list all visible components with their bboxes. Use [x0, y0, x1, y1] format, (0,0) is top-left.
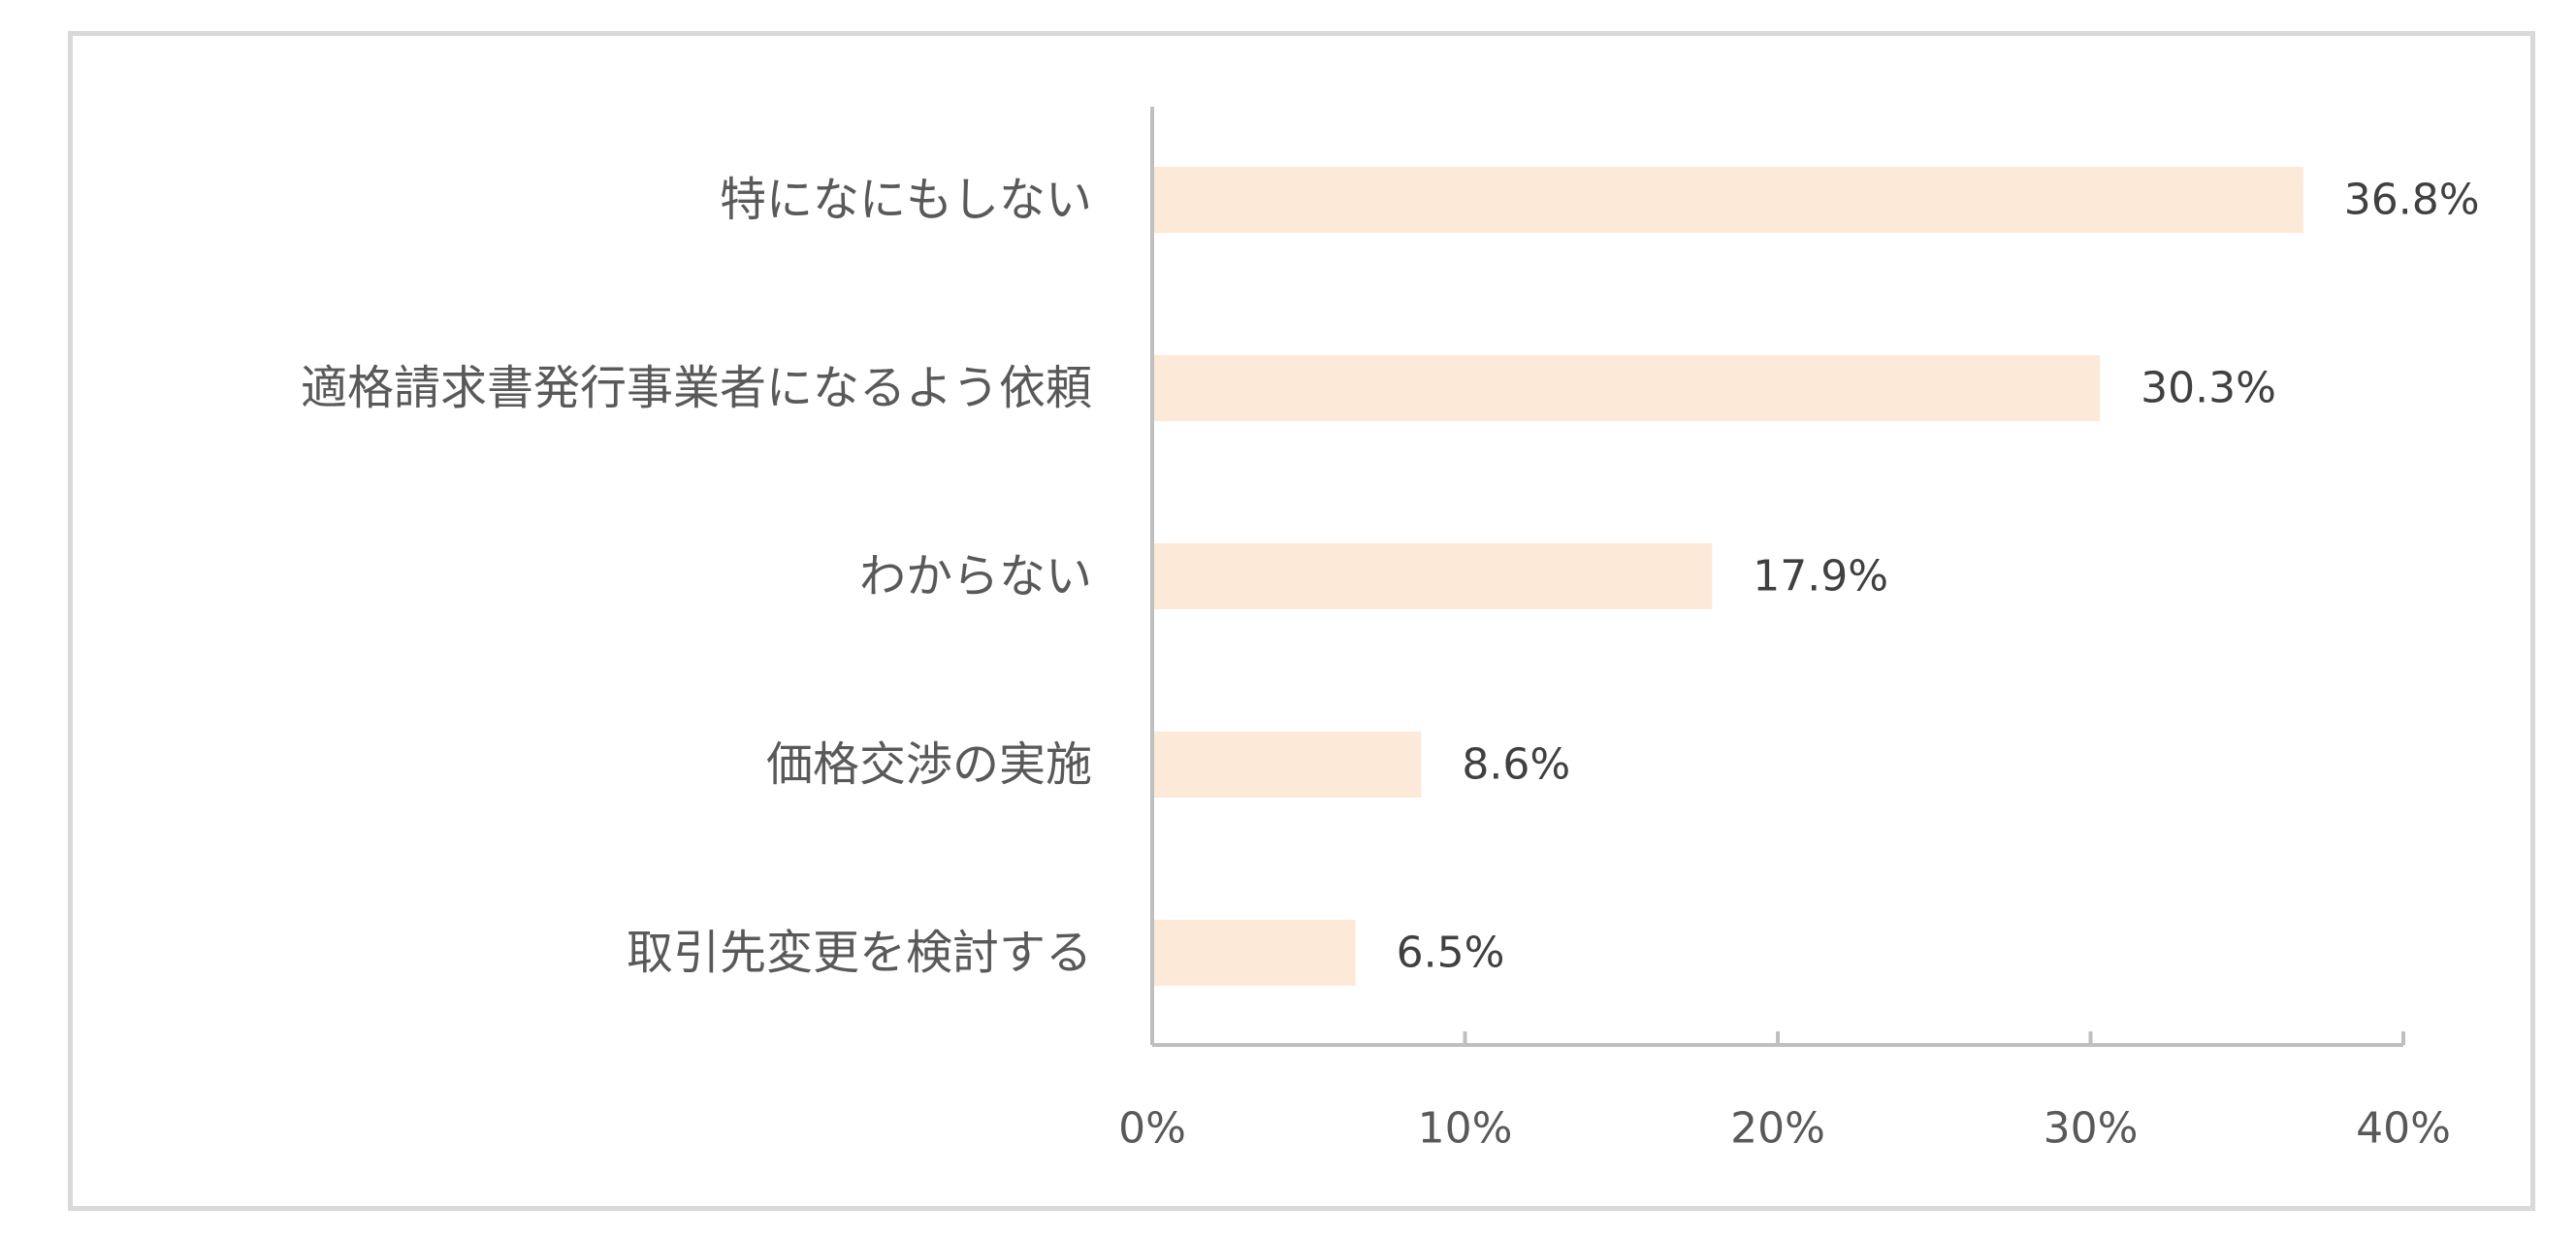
value-label-2: 17.9% — [1753, 552, 1888, 602]
value-label-3: 8.6% — [1462, 740, 1570, 790]
bar-2 — [1152, 543, 1713, 609]
x-tick-label-4: 40% — [2356, 1104, 2451, 1154]
x-tick-label-3: 30% — [2044, 1104, 2139, 1154]
x-tick-label-0: 0% — [1118, 1104, 1186, 1154]
bars-layer — [1152, 167, 2303, 986]
category-label-4: 取引先変更を検討する — [627, 926, 1092, 980]
axis-layer — [1150, 107, 2405, 1047]
bar-0 — [1152, 167, 2303, 233]
category-label-0: 特になにもしない — [720, 173, 1092, 227]
bar-3 — [1152, 732, 1422, 798]
value-label-0: 36.8% — [2344, 176, 2480, 225]
value-label-4: 6.5% — [1397, 929, 1505, 978]
x-tick-label-1: 10% — [1418, 1104, 1513, 1154]
labels-layer: 特になにもしない 36.8% 適格請求書発行事業者になるよう依頼 30.3% わからない… — [301, 173, 2480, 1154]
category-label-1: 適格請求書発行事業者になるよう依頼 — [301, 361, 1092, 415]
category-label-3: 価格交渉の実施 — [766, 737, 1092, 792]
x-tick-label-2: 20% — [1730, 1104, 1825, 1154]
value-label-1: 30.3% — [2141, 364, 2276, 413]
bar-4 — [1152, 920, 1356, 986]
bar-1 — [1152, 355, 2101, 421]
category-label-2: わからない — [859, 549, 1092, 604]
